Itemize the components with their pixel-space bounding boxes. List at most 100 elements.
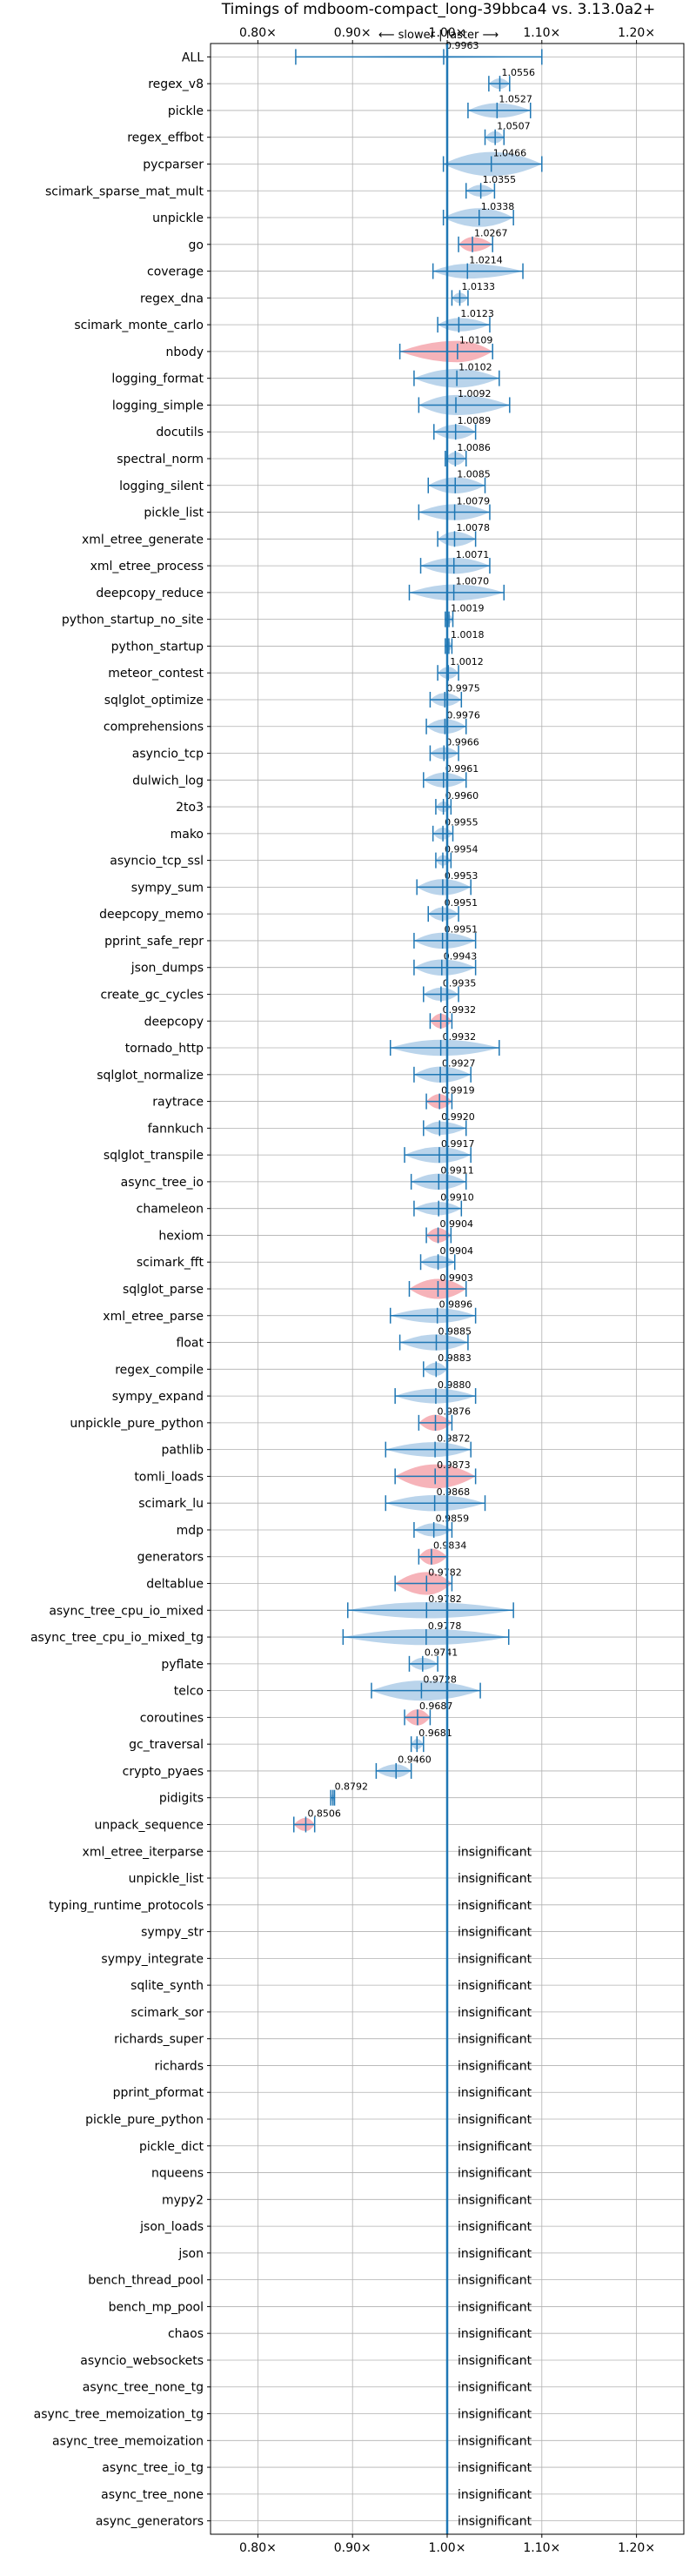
value-label: 1.0109 xyxy=(459,335,493,346)
benchmark-label: go xyxy=(189,238,204,252)
benchmark-label: richards xyxy=(155,2059,204,2073)
benchmark-label: sympy_expand xyxy=(112,1390,204,1404)
x-tick-label-top: 0.80× xyxy=(239,26,277,40)
x-axis-bottom: 0.80× 0.90× 1.00× 1.10× 1.20× xyxy=(239,2534,655,2555)
value-label: 0.9966 xyxy=(445,736,479,748)
value-label: 0.9880 xyxy=(438,1379,471,1391)
value-label: 1.0071 xyxy=(456,549,490,560)
value-label: 0.9782 xyxy=(428,1566,462,1578)
benchmark-label: chameleon xyxy=(137,1203,204,1217)
value-label: 0.9873 xyxy=(437,1459,470,1471)
value-label: 1.0267 xyxy=(474,228,508,239)
benchmark-label: float xyxy=(177,1337,204,1351)
benchmark-label: docutils xyxy=(156,426,204,439)
insignificant-label: insignificant xyxy=(458,2327,532,2341)
x-tick-label-bottom: 1.10× xyxy=(523,2541,560,2555)
benchmark-label: dulwich_log xyxy=(132,774,204,788)
insignificant-label: insignificant xyxy=(458,2247,532,2261)
value-label: 0.9904 xyxy=(440,1218,473,1230)
value-label: 1.0092 xyxy=(458,388,492,399)
benchmark-label: 2to3 xyxy=(176,801,204,815)
benchmark-label: nqueens xyxy=(151,2167,204,2181)
benchmark-label: raytrace xyxy=(152,1096,204,1110)
direction-label: ⟵ slower | faster ⟶ xyxy=(378,29,499,42)
value-label: 1.0018 xyxy=(451,629,485,641)
benchmark-label: asyncio_tcp xyxy=(132,748,204,761)
benchmark-label: pprint_pformat xyxy=(113,2086,204,2100)
benchmark-label: sympy_integrate xyxy=(101,1952,204,1966)
benchmark-label: xml_etree_process xyxy=(90,560,204,574)
value-label: 1.0338 xyxy=(481,201,515,212)
benchmark-label: logging_silent xyxy=(119,480,204,493)
value-label: 0.9834 xyxy=(433,1540,467,1552)
value-label: 0.9876 xyxy=(438,1406,472,1418)
value-label: 1.0070 xyxy=(456,576,490,587)
value-label: 0.9976 xyxy=(446,710,480,721)
benchmark-label: hexiom xyxy=(158,1229,204,1243)
value-label: 0.9896 xyxy=(439,1299,473,1311)
value-label: 0.9951 xyxy=(445,897,478,909)
value-label: 1.0355 xyxy=(483,174,517,185)
value-label: 1.0133 xyxy=(461,281,495,292)
benchmark-label: sqlglot_normalize xyxy=(97,1069,204,1083)
insignificant-label: insignificant xyxy=(458,2381,532,2395)
benchmark-label: deepcopy_reduce xyxy=(96,587,204,600)
benchmark-label: comprehensions xyxy=(104,721,204,735)
benchmark-label: pickle xyxy=(168,104,204,118)
benchmark-label: logging_simple xyxy=(112,399,204,413)
benchmark-label: async_tree_none xyxy=(101,2488,204,2502)
insignificant-label: insignificant xyxy=(458,2140,532,2154)
benchmark-label: richards_super xyxy=(114,2033,204,2047)
value-label: 1.0012 xyxy=(450,656,484,667)
value-label: 0.9943 xyxy=(444,950,478,962)
value-label: 1.0102 xyxy=(458,361,492,372)
benchmark-label: asyncio_websockets xyxy=(80,2354,204,2368)
benchmark-label: json xyxy=(177,2247,204,2261)
value-label: 0.9975 xyxy=(446,683,480,694)
value-label: 0.9960 xyxy=(445,790,479,802)
benchmark-label: asyncio_tcp_ssl xyxy=(110,855,204,869)
insignificant-label: insignificant xyxy=(458,2354,532,2368)
value-label: 1.0085 xyxy=(457,469,491,480)
insignificant-label: insignificant xyxy=(458,2006,532,2020)
benchmark-label: tornado_http xyxy=(125,1042,204,1056)
benchmark-label: sqlglot_parse xyxy=(123,1283,204,1297)
benchmark-label: xml_etree_parse xyxy=(103,1310,204,1324)
insignificant-label: insignificant xyxy=(458,2113,532,2127)
benchmark-label: gc_traversal xyxy=(129,1738,204,1752)
value-label: 1.0214 xyxy=(469,254,503,265)
benchmark-label: tomli_loads xyxy=(134,1470,204,1484)
value-label: 0.9954 xyxy=(445,843,478,855)
value-label: 0.8506 xyxy=(307,1808,341,1819)
benchmark-label: bench_mp_pool xyxy=(109,2300,204,2314)
benchmark-label: pidigits xyxy=(159,1792,204,1806)
insignificant-label: insignificant xyxy=(458,2515,532,2529)
benchmark-label: mdp xyxy=(177,1524,204,1538)
value-label: 0.9859 xyxy=(436,1513,469,1525)
benchmark-label: unpickle_pure_python xyxy=(70,1417,204,1431)
benchmark-label: mypy2 xyxy=(162,2193,204,2207)
insignificant-label: insignificant xyxy=(458,2274,532,2288)
benchmark-label: async_tree_io xyxy=(121,1176,204,1190)
benchmark-label: unpickle_list xyxy=(129,1872,204,1886)
value-label: 0.9741 xyxy=(425,1647,458,1659)
value-label: 0.9885 xyxy=(438,1325,472,1337)
insignificant-label: insignificant xyxy=(458,2220,532,2234)
x-tick-label-top: 1.20× xyxy=(618,26,655,40)
benchmark-label: unpickle xyxy=(152,211,204,225)
insignificant-label: insignificant xyxy=(458,1899,532,1913)
value-label: 0.8792 xyxy=(335,1781,369,1792)
value-label: 0.9935 xyxy=(443,977,476,989)
benchmark-label: scimark_monte_carlo xyxy=(74,319,204,332)
value-label: 1.0123 xyxy=(460,308,494,319)
value-label: 0.9961 xyxy=(445,763,479,775)
benchmark-label: generators xyxy=(137,1551,204,1565)
benchmark-label: coroutines xyxy=(140,1711,204,1725)
x-axis-top: 0.80× 0.90× 1.00× 1.10× 1.20× xyxy=(239,26,655,44)
x-tick-label-top: 0.90× xyxy=(334,26,371,40)
x-tick-label-top: 1.00× xyxy=(429,26,466,40)
benchmark-label: nbody xyxy=(166,345,204,359)
benchmark-label: pprint_safe_repr xyxy=(104,935,204,949)
insignificant-label: insignificant xyxy=(458,2461,532,2475)
benchmark-label: regex_effbot xyxy=(127,131,204,145)
